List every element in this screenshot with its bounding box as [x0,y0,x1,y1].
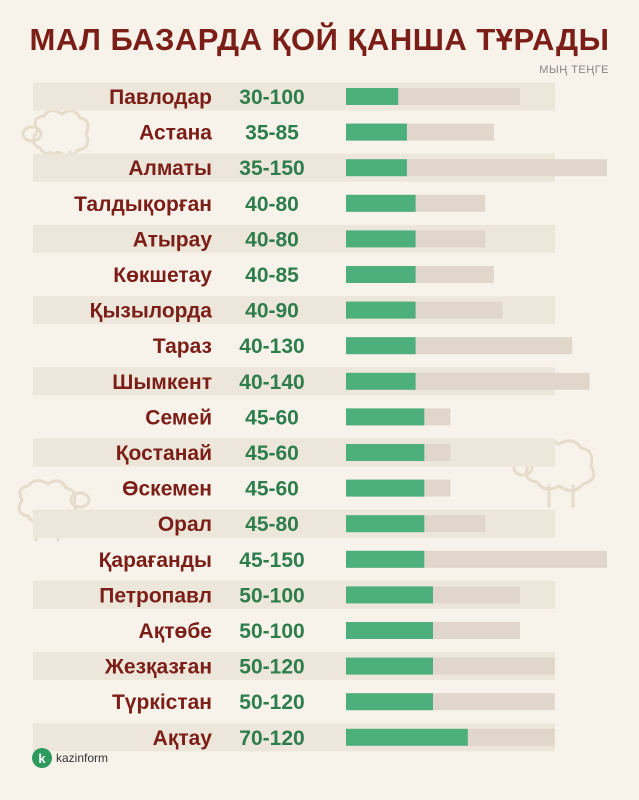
bar-min [346,337,416,355]
bar-min [346,693,433,711]
chart-row: Жезқазған 50-120 [33,652,555,681]
range-label: 50-120 [239,656,304,679]
chart-row: Қостанай 45-60 [33,438,555,467]
chart-row: Астана 35-85 [139,122,494,145]
range-label: 45-80 [245,513,299,536]
range-label: 50-100 [239,620,304,643]
chart-row: Өскемен 45-60 [122,478,451,501]
range-label: 45-60 [245,478,299,501]
bar-min [346,657,433,675]
category-label: Астана [139,122,212,145]
category-label: Павлодар [109,86,212,109]
category-label: Шымкент [112,371,212,394]
bar-rows: Павлодар 30-100 Астана 35-85 Алматы 35-150 Тал… [33,82,607,752]
chart-row: Қызылорда 40-90 [33,296,555,325]
chart-row: Қарағанды 45-150 [99,549,607,572]
bar-min [346,88,399,105]
range-label: 40-80 [245,228,299,251]
category-label: Талдықорған [74,193,212,216]
category-label: Тараз [153,335,212,358]
chart-row: Шымкент 40-140 [33,367,590,396]
category-label: Қостанай [116,442,212,465]
bar-min [346,550,425,568]
row-stripe [33,438,555,467]
range-label: 70-120 [239,727,304,750]
chart-row: Семей 45-60 [145,406,451,429]
range-label: 40-90 [245,300,299,323]
brand-logo: k kazinform [32,748,108,768]
range-label: 45-60 [245,442,299,465]
chart-row: Атырау 40-80 [33,224,555,253]
category-label: Петропавл [99,584,212,607]
category-label: Қызылорда [90,300,213,323]
chart-row: Тараз 40-130 [153,335,573,358]
range-label: 45-150 [239,549,304,572]
chart-row: Ақтөбе 50-100 [139,620,520,643]
category-label: Алматы [128,157,212,180]
bar-min [346,123,407,141]
category-label: Ақтөбе [139,620,212,643]
category-label: Ақтау [153,727,213,750]
unit-label: МЫҢ ТЕҢГЕ [539,64,609,76]
chart-row: Түркістан 50-120 [112,691,555,714]
category-label: Өскемен [122,478,212,501]
brand-name: kazinform [56,751,109,765]
category-label: Атырау [133,228,213,251]
range-label: 40-85 [245,264,299,287]
bar-min [346,479,425,497]
bar-min [346,301,416,319]
chart-row: Петропавл 50-100 [33,580,555,609]
range-label: 35-150 [239,157,304,180]
bar-min [346,194,416,212]
chart-row: Талдықорған 40-80 [74,193,486,216]
range-label: 40-80 [245,193,299,216]
bar-min [346,444,425,461]
category-label: Семей [145,406,212,429]
chart-row: Павлодар 30-100 [33,82,555,111]
category-label: Қарағанды [99,549,212,572]
range-label: 30-100 [239,86,304,109]
category-label: Түркістан [112,691,212,714]
bar-min [346,728,468,746]
range-label: 40-140 [239,371,304,394]
chart-row: Ақтау 70-120 [33,723,555,752]
range-label: 45-60 [245,406,299,429]
bar-max [346,159,607,177]
range-label: 40-130 [239,335,304,358]
bar-min [346,586,433,604]
bar-min [346,230,416,248]
range-label: 35-85 [245,122,299,145]
bar-min [346,408,425,426]
range-label: 50-100 [239,584,304,607]
bar-min [346,372,416,390]
page-title: МАЛ БАЗАРДА ҚОЙ ҚАНША ТҰРАДЫ [29,22,610,57]
chart-row: Алматы 35-150 [33,153,607,182]
bar-min [346,515,425,533]
category-label: Көкшетау [113,264,212,287]
category-label: Жезқазған [104,656,212,679]
chart-row: Көкшетау 40-85 [113,264,494,287]
bar-min [346,622,433,639]
chart-row: Орал 45-80 [33,509,555,538]
kazinform-logo-icon: k [32,748,52,768]
bar-min [346,159,407,177]
range-label: 50-120 [239,691,304,714]
bar-min [346,266,416,283]
category-label: Орал [158,513,212,536]
